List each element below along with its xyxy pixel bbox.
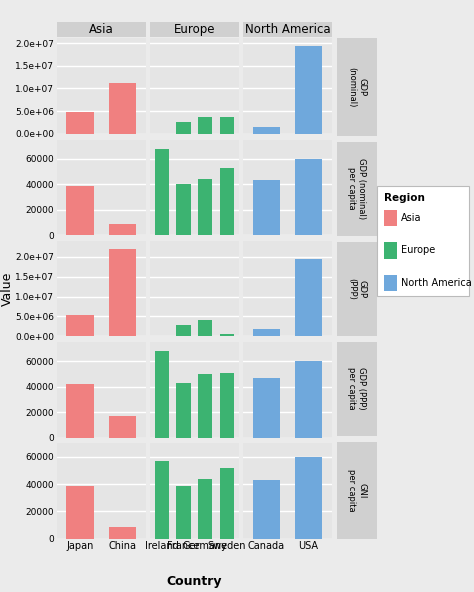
Text: Region: Region: [384, 194, 425, 203]
Text: Value: Value: [0, 271, 14, 306]
Bar: [295, 46, 322, 134]
Bar: [155, 461, 169, 539]
Bar: [220, 372, 234, 437]
Text: North America: North America: [401, 278, 472, 288]
Bar: [155, 149, 169, 235]
Bar: [176, 325, 191, 336]
Bar: [176, 184, 191, 235]
Bar: [295, 159, 322, 235]
Text: Country: Country: [166, 575, 222, 588]
Bar: [109, 416, 136, 437]
Text: Asia: Asia: [401, 213, 421, 223]
Bar: [155, 351, 169, 437]
Bar: [66, 485, 94, 539]
Bar: [220, 468, 234, 539]
Text: Europe: Europe: [173, 24, 215, 36]
Text: GDP (nominal)
per capita: GDP (nominal) per capita: [347, 158, 366, 219]
Text: North America: North America: [245, 24, 330, 36]
Bar: [66, 186, 94, 235]
Bar: [253, 181, 280, 235]
Text: GDP
(PPP): GDP (PPP): [347, 278, 366, 300]
Bar: [295, 259, 322, 336]
Bar: [253, 480, 280, 539]
Bar: [109, 83, 136, 134]
Bar: [220, 334, 234, 336]
Bar: [253, 127, 280, 134]
Bar: [295, 457, 322, 539]
Bar: [66, 112, 94, 134]
Bar: [109, 224, 136, 235]
Bar: [109, 249, 136, 336]
Bar: [220, 117, 234, 134]
Bar: [198, 117, 212, 134]
Bar: [176, 122, 191, 134]
Text: GDP
(nominal): GDP (nominal): [347, 67, 366, 107]
Bar: [66, 315, 94, 336]
Bar: [198, 320, 212, 336]
Bar: [109, 527, 136, 539]
Bar: [176, 383, 191, 437]
Bar: [198, 479, 212, 539]
Bar: [176, 485, 191, 539]
Text: GNI
per capita: GNI per capita: [347, 469, 366, 511]
Bar: [253, 378, 280, 437]
Bar: [220, 168, 234, 235]
Bar: [198, 179, 212, 235]
Bar: [66, 384, 94, 437]
Bar: [253, 329, 280, 336]
Text: Europe: Europe: [401, 246, 435, 255]
Bar: [198, 374, 212, 437]
Bar: [295, 361, 322, 437]
Text: GDP (PPP)
per capita: GDP (PPP) per capita: [347, 367, 366, 410]
Text: Asia: Asia: [89, 24, 114, 36]
